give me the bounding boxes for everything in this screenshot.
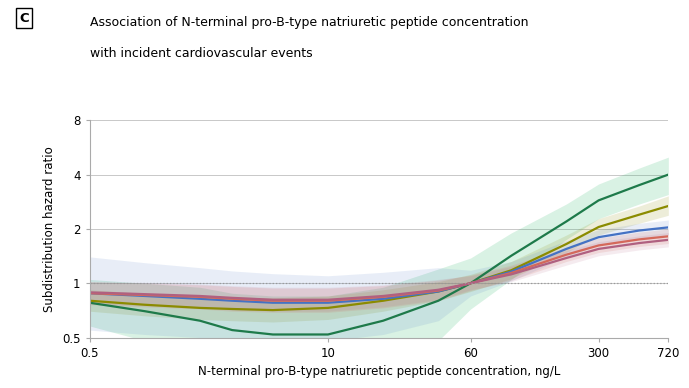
Text: Association of N-terminal pro-B-type natriuretic peptide concentration: Association of N-terminal pro-B-type nat… [90,16,528,29]
Text: with incident cardiovascular events: with incident cardiovascular events [90,47,312,60]
Y-axis label: Subdistribution hazard ratio: Subdistribution hazard ratio [43,146,56,312]
X-axis label: N-terminal pro-B-type natriuretic peptide concentration, ng/L: N-terminal pro-B-type natriuretic peptid… [198,365,560,378]
Text: C: C [19,12,29,25]
